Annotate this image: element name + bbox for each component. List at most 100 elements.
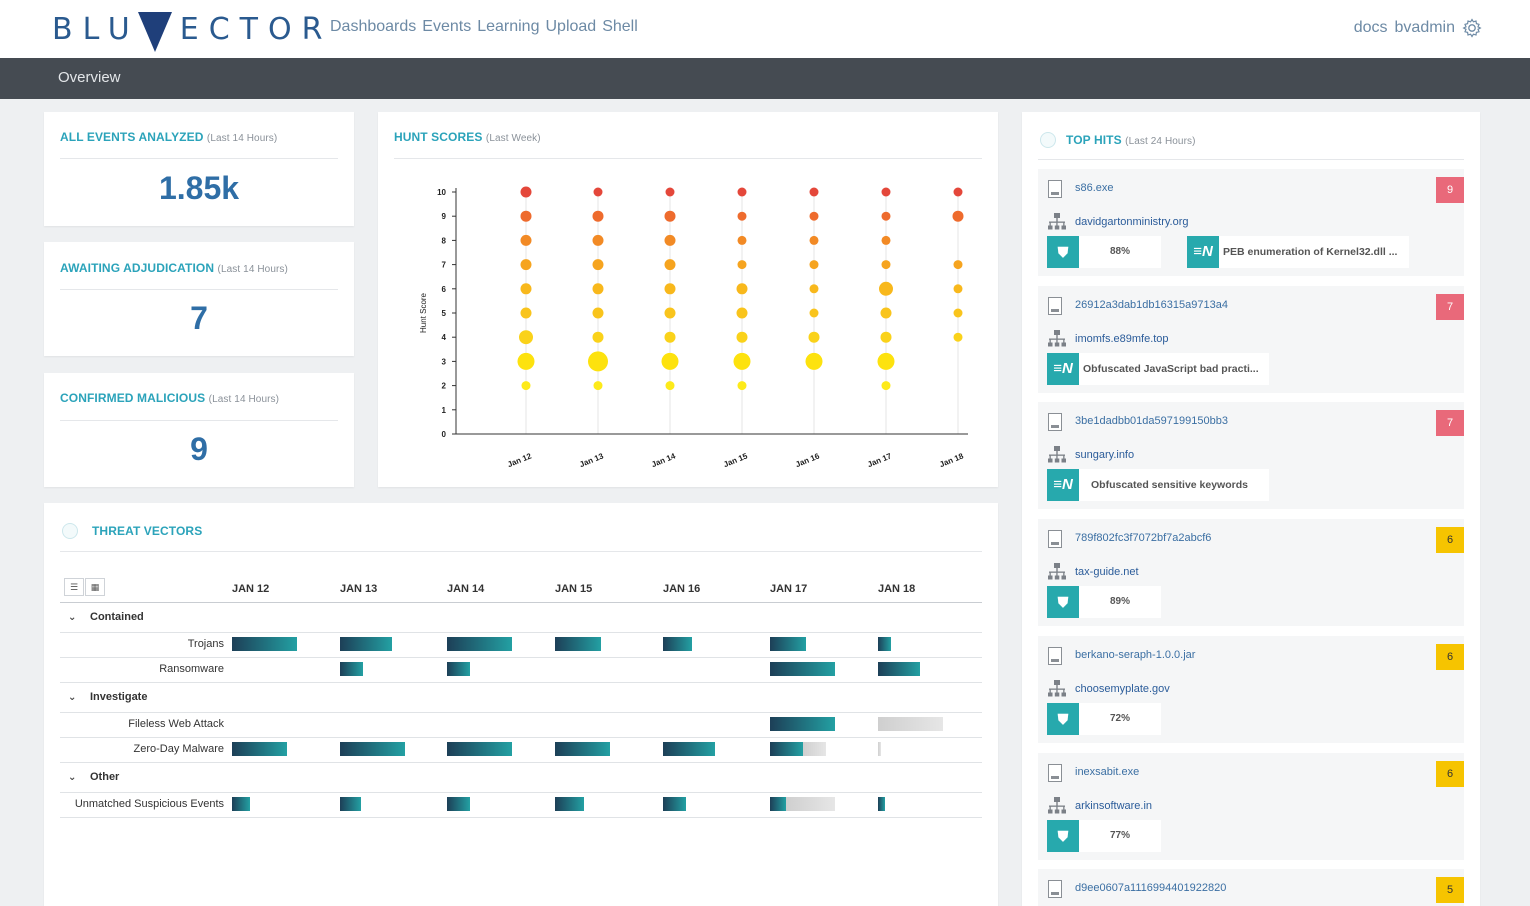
hunt-score-point[interactable] <box>592 210 604 222</box>
tv-bar[interactable] <box>770 797 786 811</box>
chevron-down-icon[interactable]: ⌄ <box>68 612 77 623</box>
hunt-score-point[interactable] <box>805 352 823 370</box>
top-hit-item[interactable]: inexsabit.exe 6 arkinsoftware.in ⛊ 77% <box>1038 752 1464 860</box>
hunt-score-point[interactable] <box>953 284 963 294</box>
hunt-score-point[interactable] <box>664 307 676 319</box>
tv-bar[interactable] <box>447 637 512 651</box>
top-hit-item[interactable]: d9ee0607a1116994401922820 5 <box>1038 869 1464 906</box>
hunt-score-point[interactable] <box>880 331 892 343</box>
tv-bar[interactable] <box>340 797 361 811</box>
hunt-score-point[interactable] <box>881 211 891 221</box>
hunt-score-point[interactable] <box>521 381 531 391</box>
gear-icon[interactable] <box>1462 18 1482 38</box>
hunt-score-point[interactable] <box>665 381 675 391</box>
tv-bar[interactable] <box>555 797 584 811</box>
tv-group-other[interactable]: ⌄ Other <box>68 771 119 783</box>
tv-bar[interactable] <box>232 797 250 811</box>
list-view-toggle[interactable]: ☰ <box>64 578 84 596</box>
top-hit-item[interactable]: 3be1dadbb01da597199150bb3 7 sungary.info ≡N… <box>1038 402 1464 510</box>
tv-bar[interactable] <box>340 637 392 651</box>
hit-filename[interactable]: inexsabit.exe <box>1075 765 1140 778</box>
tv-bar[interactable] <box>770 637 806 651</box>
tv-bar[interactable] <box>770 742 803 756</box>
hunt-score-point[interactable] <box>520 234 532 246</box>
hunt-score-point[interactable] <box>809 211 819 221</box>
hit-filename[interactable]: 789f802fc3f7072bf7a2abcf6 <box>1075 532 1212 545</box>
hunt-score-point[interactable] <box>593 187 603 197</box>
top-hit-item[interactable]: 26912a3dab1db16315a9713a4 7 imomfs.e89mfe.… <box>1038 285 1464 393</box>
hit-domain[interactable]: imomfs.e89mfe.top <box>1075 332 1169 345</box>
hit-filename[interactable]: d9ee0607a1116994401922820 <box>1075 882 1227 895</box>
tv-bar-pending[interactable] <box>786 797 835 811</box>
hunt-score-point[interactable] <box>881 187 891 197</box>
tv-bar[interactable] <box>340 662 363 676</box>
hunt-score-point[interactable] <box>733 352 751 370</box>
tv-bar[interactable] <box>555 637 601 651</box>
top-hit-item[interactable]: s86.exe 9 davidgartonministry.org ⛊ 88% ≡N PEB… <box>1038 169 1464 276</box>
hit-domain[interactable]: choosemyplate.gov <box>1075 682 1170 695</box>
tv-bar[interactable] <box>447 742 512 756</box>
top-hit-item[interactable]: berkano-seraph-1.0.0.jar 6 choosemyplate.g… <box>1038 635 1464 743</box>
hunt-score-point[interactable] <box>881 235 891 245</box>
hunt-score-point[interactable] <box>736 283 748 295</box>
hunt-score-point[interactable] <box>877 352 895 370</box>
hunt-score-point[interactable] <box>809 187 819 197</box>
hunt-score-point[interactable] <box>520 259 532 271</box>
hunt-score-point[interactable] <box>952 210 964 222</box>
tv-bar[interactable] <box>663 742 715 756</box>
user-menu[interactable]: bvadmin <box>1394 19 1455 36</box>
hunt-score-point[interactable] <box>593 381 603 391</box>
tv-bar[interactable] <box>770 717 835 731</box>
hunt-score-point[interactable] <box>664 259 676 271</box>
hunt-score-point[interactable] <box>519 330 533 345</box>
hunt-score-point[interactable] <box>737 381 747 391</box>
tv-bar[interactable] <box>878 637 891 651</box>
tv-bar[interactable] <box>447 797 470 811</box>
nav-shell[interactable]: Shell <box>602 18 638 35</box>
tv-bar[interactable] <box>447 662 470 676</box>
tv-bar-pending[interactable] <box>803 742 826 756</box>
hunt-score-point[interactable] <box>592 234 604 246</box>
hunt-score-point[interactable] <box>592 283 604 295</box>
hunt-score-point[interactable] <box>520 283 532 295</box>
tv-bar[interactable] <box>232 742 287 756</box>
hit-filename[interactable]: 3be1dadbb01da597199150bb3 <box>1075 415 1228 428</box>
hunt-score-point[interactable] <box>953 260 963 270</box>
hit-domain[interactable]: davidgartonministry.org <box>1075 216 1189 228</box>
hit-filename[interactable]: s86.exe <box>1075 182 1114 194</box>
hunt-score-point[interactable] <box>520 210 532 222</box>
hunt-score-point[interactable] <box>520 307 532 319</box>
stat-card-events-analyzed[interactable]: ALL EVENTS ANALYZED (Last 14 Hours) 1.85… <box>44 112 354 226</box>
hunt-score-point[interactable] <box>737 235 747 245</box>
bluvector-logo[interactable]: BLU ECTOR <box>52 8 332 52</box>
hunt-score-point[interactable] <box>809 308 819 318</box>
tv-bar[interactable] <box>878 797 885 811</box>
tv-bar[interactable] <box>878 662 920 676</box>
hunt-score-point[interactable] <box>737 211 747 221</box>
hunt-score-point[interactable] <box>881 260 891 270</box>
top-hit-item[interactable]: 789f802fc3f7072bf7a2abcf6 6 tax-guide.net ⛊… <box>1038 519 1464 627</box>
chevron-down-icon[interactable]: ⌄ <box>68 772 77 783</box>
hunt-score-point[interactable] <box>520 186 532 198</box>
tv-bar[interactable] <box>340 742 405 756</box>
hunt-score-point[interactable] <box>517 352 535 370</box>
hunt-score-point[interactable] <box>953 308 963 318</box>
tv-bar[interactable] <box>663 797 686 811</box>
stat-card-confirmed-malicious[interactable]: CONFIRMED MALICIOUS (Last 14 Hours) 9 <box>44 373 354 487</box>
hunt-score-point[interactable] <box>953 187 963 197</box>
hit-domain[interactable]: tax-guide.net <box>1075 566 1139 579</box>
nav-upload[interactable]: Upload <box>545 18 597 35</box>
hunt-score-point[interactable] <box>737 187 747 197</box>
hunt-score-point[interactable] <box>809 235 819 245</box>
tv-group-contained[interactable]: ⌄ Contained <box>68 611 144 623</box>
docs-link[interactable]: docs <box>1353 19 1388 36</box>
nav-learning[interactable]: Learning <box>477 18 540 35</box>
tv-bar[interactable] <box>555 742 610 756</box>
tv-bar-pending[interactable] <box>878 742 881 756</box>
tv-bar[interactable] <box>770 662 835 676</box>
hit-filename[interactable]: berkano-seraph-1.0.0.jar <box>1075 648 1196 661</box>
tv-bar-pending[interactable] <box>878 717 943 731</box>
hunt-score-point[interactable] <box>592 307 604 319</box>
hunt-score-point[interactable] <box>879 281 893 296</box>
hit-filename[interactable]: 26912a3dab1db16315a9713a4 <box>1075 298 1228 311</box>
